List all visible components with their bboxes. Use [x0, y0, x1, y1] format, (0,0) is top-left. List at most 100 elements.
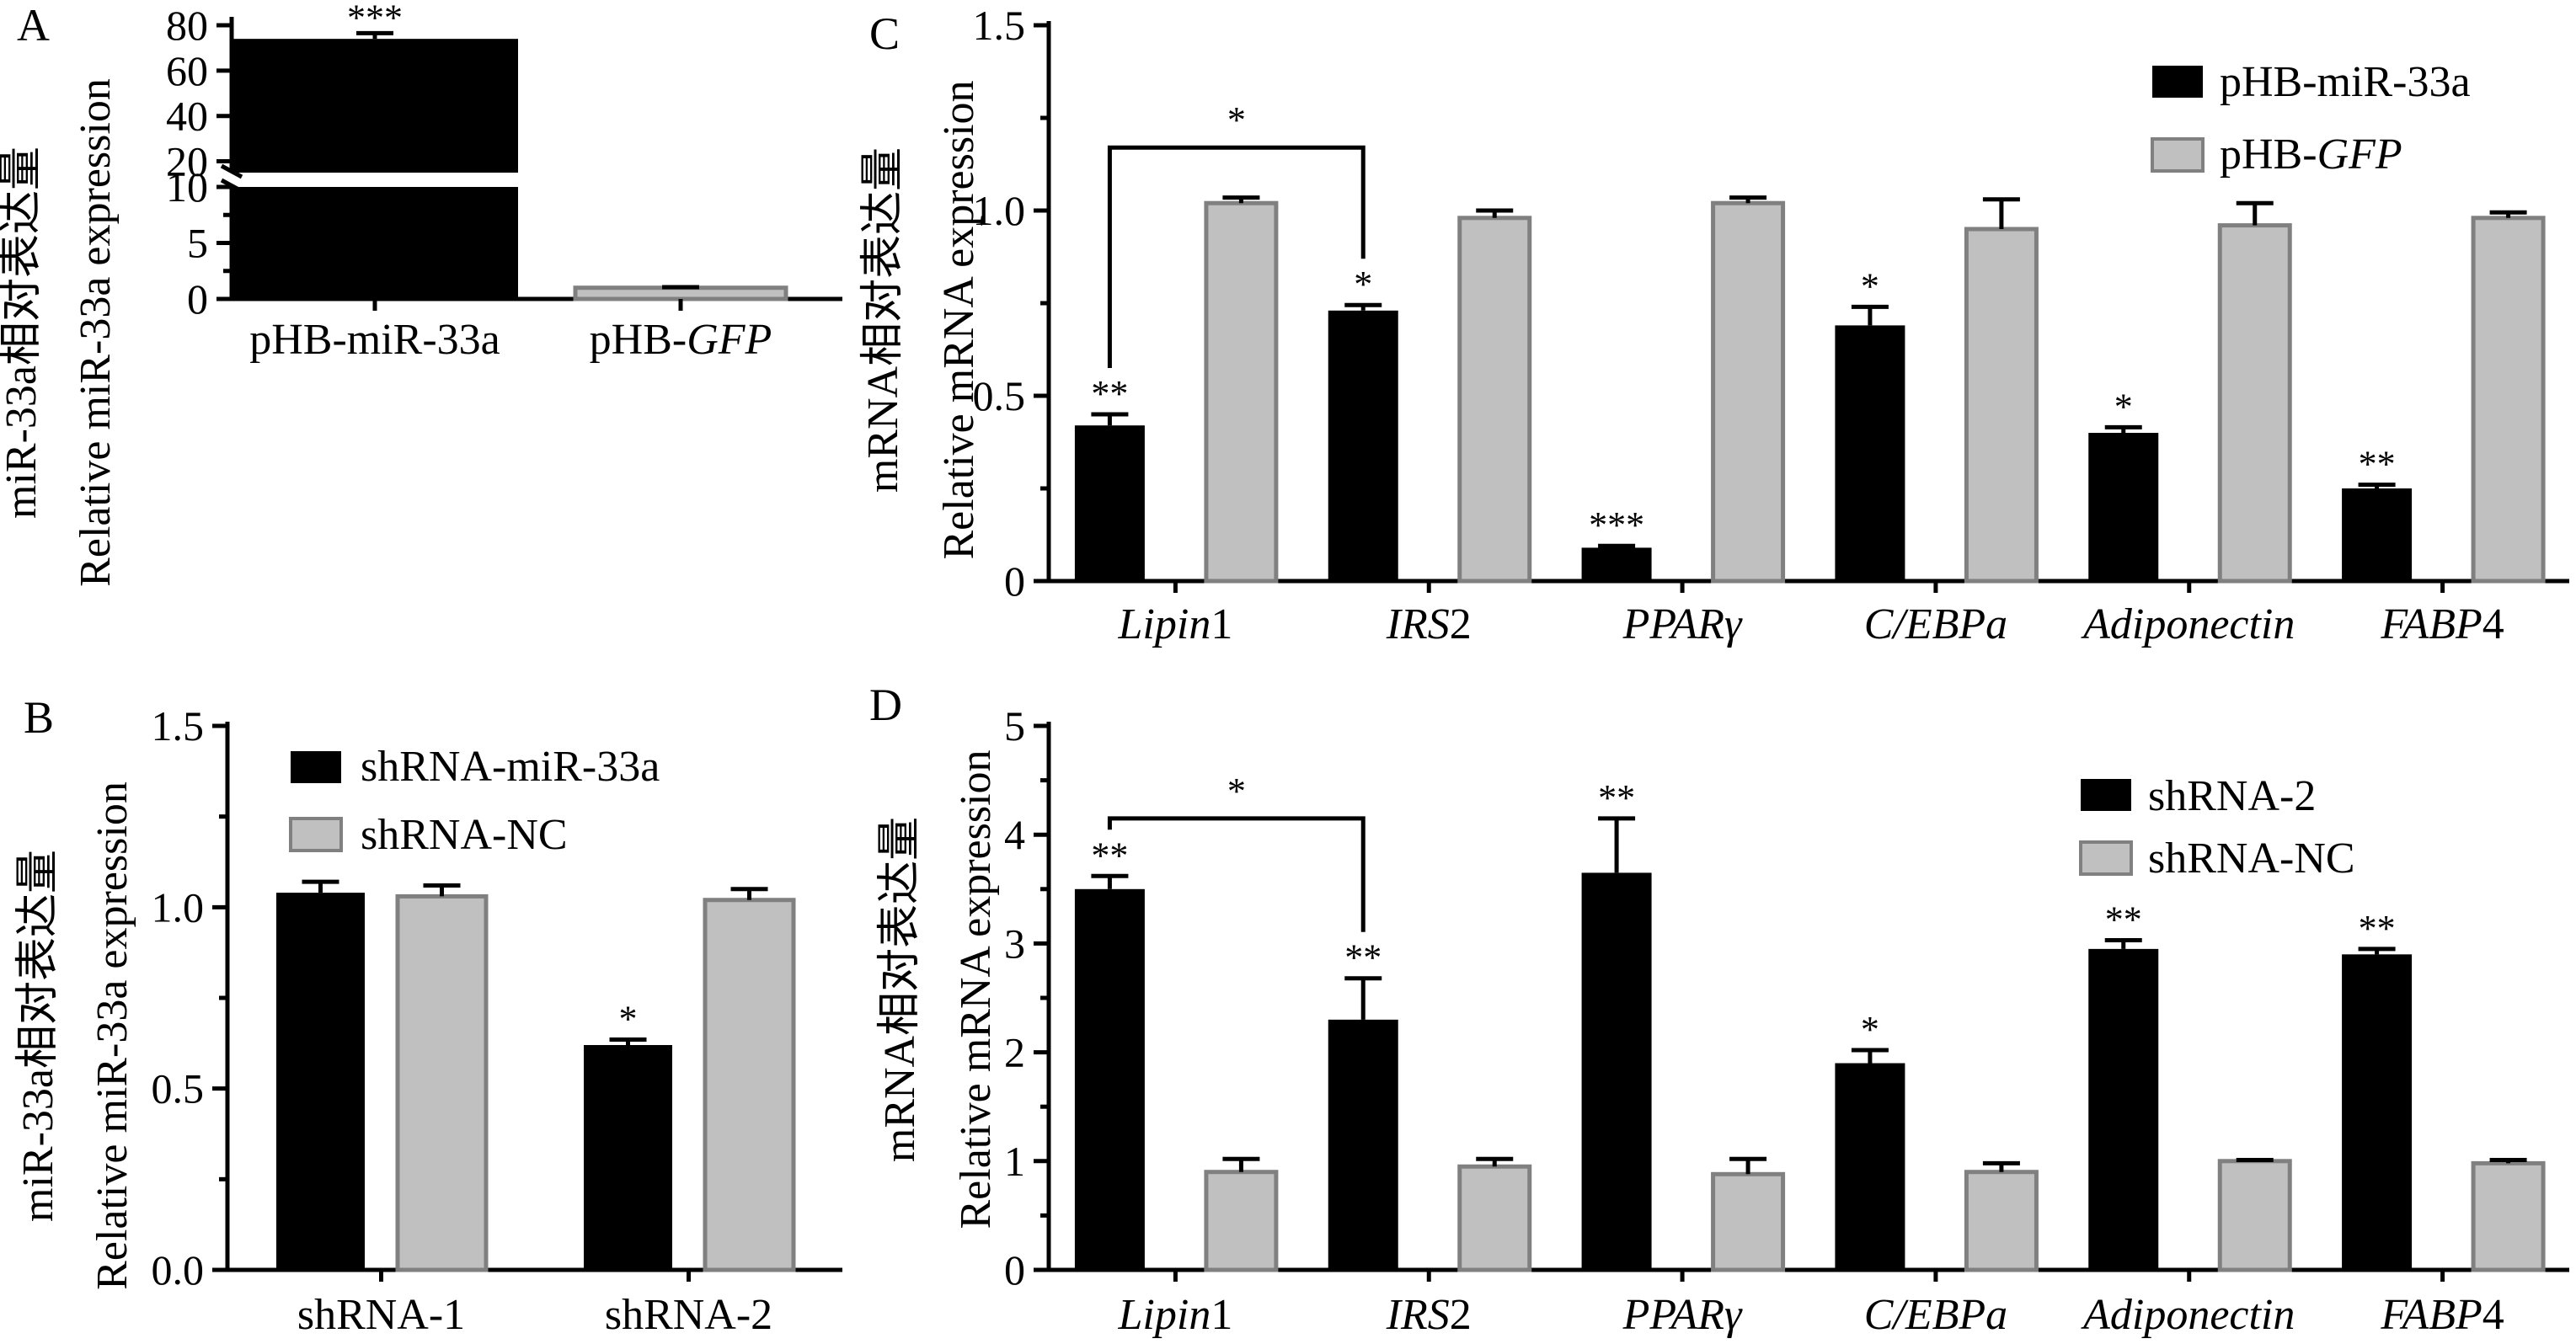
panel-d-y-tick-label: 5 [1004, 702, 1025, 749]
panel-c-error-bar [1729, 195, 1767, 204]
panel-c-significance: * [1354, 264, 1372, 305]
panel-c-y-tick-label: 1.5 [973, 2, 1026, 49]
panel-c-error-bar [1982, 197, 2020, 229]
panel-a-category-label-gfp: pHB-GFP [590, 316, 772, 364]
panel-d-error-bar [2236, 1158, 2274, 1163]
panel-d-ylabel-en: Relative mRNA expression [952, 749, 1000, 1229]
panel-c-category-label-italic: FABP [2380, 600, 2482, 648]
panel-d-significance: ** [2359, 908, 2396, 949]
panel-c-bar-s1 [2342, 488, 2413, 581]
panel-b-significance: * [619, 999, 638, 1040]
panel-c-category-label: FABP4 [2380, 600, 2504, 648]
panel-d-bracket [1107, 816, 1365, 932]
panel-c-y-tick-label: 0 [1004, 557, 1025, 605]
panel-label-b: B [24, 692, 54, 743]
panel-d-y-tick-label: 4 [1004, 811, 1025, 858]
panel-d-bar-s2 [2217, 1159, 2292, 1272]
panel-a-y-tick-label: 20 [166, 138, 208, 185]
panel-b-category-label: shRNA-2 [605, 1291, 772, 1339]
panel-d-bar-s1 [1835, 1063, 1905, 1270]
panel-c-category-label: PPARγ [1622, 600, 1743, 648]
legend-label-shrna-nc: shRNA-NC [361, 811, 568, 859]
legend-label-phb-gfp-italic: GFP [2317, 131, 2402, 179]
panel-d-category-label-italic: IRS [1386, 1291, 1450, 1339]
panel-d-error-bar [1729, 1156, 1767, 1175]
panel-a-y-tick-label: 40 [166, 93, 208, 140]
panel-c-ylabel-cn: mRNA相对表达量 [859, 147, 907, 493]
panel-d-bar-s1 [1581, 872, 1652, 1270]
panel-d-y-tick-label: 0 [1004, 1246, 1025, 1293]
panel-c-bracket [1107, 145, 1365, 368]
panel-a-error-bar-gfp [662, 285, 699, 290]
panel-d-category-label-italic: C/EBPa [1864, 1291, 2007, 1339]
panel-c-error-bar [2104, 424, 2142, 433]
panel-b-bar-s2 [703, 898, 796, 1272]
legend-swatch-shrna-nc-d [2079, 840, 2133, 876]
panel-b-legend: shRNA-miR-33a shRNA-NC [289, 743, 660, 859]
legend-label-phb-mir-33a: pHB-miR-33a [2220, 58, 2471, 106]
panel-d-category-label: IRS2 [1386, 1291, 1472, 1339]
panel-d-significance: ** [2105, 899, 2142, 941]
panel-a-y-tick-label: 5 [187, 220, 208, 267]
panel-c-category-label: Adiponectin [2081, 600, 2295, 648]
panel-d-significance: ** [1598, 777, 1635, 819]
panel-d-error-bar [2358, 947, 2396, 955]
panel-b-ylabel-en: Relative miR-33a expression [88, 781, 136, 1290]
panel-c-ylabel-en: Relative mRNA expression [935, 80, 983, 559]
panel-c-category-label-italic: Lipin [1118, 600, 1211, 648]
panel-c-bar-s2 [2471, 216, 2546, 584]
panel-a-bar-upper [232, 39, 518, 173]
panel-c-significance: ** [2359, 444, 2396, 485]
panel-a-ylabel-en: Relative miR-33a expression [72, 78, 120, 587]
panel-d-error-bar [1344, 976, 1382, 1020]
panel-a-error-bar [356, 30, 393, 40]
panel-d-error-bar [2489, 1158, 2527, 1164]
panel-b-y-tick-label: 1.5 [152, 702, 205, 749]
panel-d-bracket-label: * [1227, 771, 1246, 812]
panel-d-bar-s2 [1964, 1170, 2039, 1272]
panel-d-y-tick-label: 3 [1004, 920, 1025, 967]
panel-c-significance: *** [1589, 504, 1644, 546]
panel-c-category-label: Lipin1 [1118, 600, 1233, 648]
panel-a-y-tick-label: 80 [166, 2, 208, 49]
panel-a-category-gfp-prefix: pHB- [590, 316, 687, 364]
panel-label-a: A [17, 0, 50, 51]
panel-a-category-label: pHB-miR-33a [249, 316, 500, 364]
panel-d-category-label: Lipin1 [1118, 1291, 1233, 1339]
panel-c-error-bar [1476, 208, 1514, 218]
panel-b-y-tick-label: 1.0 [152, 883, 205, 931]
panel-c-significance: ** [1091, 373, 1128, 414]
panel-a-y-tick-label: 10 [166, 163, 208, 211]
panel-c-category-label-suffix: 2 [1450, 600, 1472, 648]
panel-d-bar-s1 [1074, 888, 1145, 1270]
panel-a-category-gfp-italic: GFP [687, 316, 772, 364]
panel-d-category-label: PPARγ [1622, 1291, 1743, 1339]
panel-d-bar-s1 [2342, 954, 2413, 1270]
panel-c-bar-s2 [1711, 200, 1786, 584]
panel-d-bar-s2 [2471, 1160, 2546, 1272]
panel-b-y-tick-label: 0.0 [152, 1246, 205, 1293]
panel-c-bar-s1 [2088, 433, 2159, 581]
legend-label-shrna-2: shRNA-2 [2148, 772, 2316, 820]
panel-d-category-label-italic: PPARγ [1622, 1291, 1743, 1339]
panel-c-legend: pHB-miR-33a pHB-GFP [2151, 58, 2471, 179]
panel-c-error-bar [2236, 200, 2274, 226]
panel-d-error-bar [1476, 1156, 1514, 1167]
legend-swatch-phb-mir-33a [2152, 66, 2203, 98]
panel-c-bar-s1 [1835, 325, 1905, 581]
panel-d-error-bar [1851, 1048, 1889, 1064]
panel-c-error-bar [1091, 412, 1129, 426]
panel-d-category-label-suffix: 1 [1211, 1291, 1232, 1339]
panel-b-ylabel-cn: miR-33a相对表达量 [14, 850, 62, 1222]
panel-c-category-label-italic: C/EBPa [1864, 600, 2007, 648]
panel-d-error-bar [1091, 873, 1129, 889]
panel-b-bar-s1 [276, 893, 365, 1270]
panel-c-error-bar [1344, 302, 1382, 311]
panel-d-category-label-italic: Lipin [1118, 1291, 1211, 1339]
panel-c-error-bar [2358, 483, 2396, 488]
panel-d-ylabel-cn: mRNA相对表达量 [876, 817, 924, 1162]
panel-d-bar-s2 [1204, 1170, 1279, 1272]
panel-d-bar-s1 [1328, 1019, 1398, 1270]
panel-d-category-label: FABP4 [2380, 1291, 2504, 1339]
